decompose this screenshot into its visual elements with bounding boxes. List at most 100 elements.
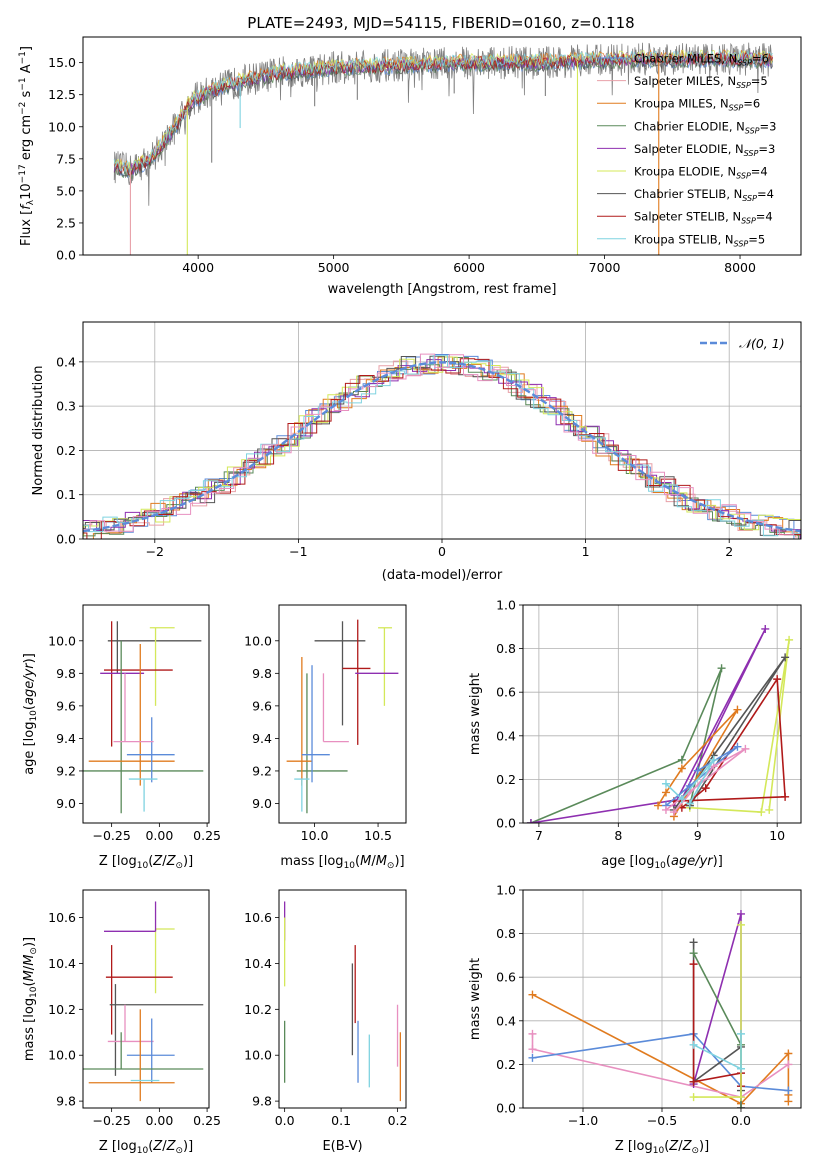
- legend-text: Chabrier STELIB, N: [634, 187, 742, 201]
- legend-label-kroupa_stelib: Kroupa STELIB, NSSP=5: [634, 232, 765, 248]
- legend-suffix: =5: [748, 232, 765, 246]
- weight-marker-chabrier_elodie: [677, 755, 686, 764]
- x-tick-label: 1: [582, 544, 590, 559]
- y-tick-label: 9.0: [56, 796, 76, 811]
- weight-marker-extra_pink: [528, 1045, 537, 1054]
- legend-text: Salpeter ELODIE, N: [634, 142, 744, 156]
- residuals-panel: −2 −1 0 1 2 0.0 0.1 0.2 0.3 0.4 𝒩(0, 1) (data-model…: [31, 321, 802, 583]
- weight-marker-chabrier_miles: [733, 742, 742, 751]
- axis-label-part: /: [22, 965, 37, 970]
- weight-line-kroupa_stelib: [665, 759, 715, 804]
- axis-label-part: Z [log: [99, 854, 137, 869]
- weight-marker-chabrier_elodie: [717, 664, 726, 673]
- mass-vs-ebv-panel: 0.0 0.1 0.2 9.8 10.0 10.2 10.4 10.6 E(B-V): [244, 889, 407, 1154]
- y-tick-label: 10.0: [48, 1048, 76, 1063]
- axis-label-part: age [log: [22, 722, 37, 775]
- weight-line-chabrier_elodie: [692, 952, 742, 1108]
- legend-label-kroupa_miles: Kroupa MILES, NSSP=6: [634, 97, 760, 113]
- legend-subscript: SSP: [736, 81, 751, 90]
- y-tick-label: 9.8: [56, 1094, 76, 1109]
- axis-label-part: (: [148, 854, 153, 869]
- axis-label-part: )]: [394, 854, 404, 869]
- x-tick-label: 10.5: [364, 828, 392, 843]
- axes-frame: [278, 604, 407, 824]
- x-tick-label: 10: [769, 828, 785, 843]
- legend-suffix: =4: [751, 165, 768, 179]
- y-tick-label: 7.5: [56, 151, 76, 166]
- weight-line-chabrier_miles: [532, 1033, 789, 1092]
- y-tick-label: 0.1: [56, 487, 76, 502]
- x-tick-label: 7000: [589, 260, 621, 275]
- x-tick-label: 2: [725, 544, 733, 559]
- axis-label-part: (: [22, 705, 37, 710]
- axis-label-part: M: [360, 854, 371, 869]
- legend-text: Kroupa STELIB, N: [634, 232, 734, 246]
- axis-label-part: /: [162, 1139, 167, 1154]
- weight-marker-chabrier_stelib: [781, 653, 790, 662]
- weight-marker-salpeter_elodie: [736, 909, 745, 918]
- legend-label-chabrier_stelib: Chabrier STELIB, NSSP=4: [634, 187, 774, 203]
- legend-suffix: =6: [752, 52, 769, 66]
- axis-label: mass [log10(M/M⊙)]: [280, 854, 404, 871]
- axis-label: Z [log10(Z/Z⊙)]: [99, 1139, 193, 1156]
- legend-subscript: SSP: [742, 194, 757, 203]
- axis-label-part: 10: [137, 861, 149, 871]
- axis-label-part: 10: [344, 861, 356, 871]
- axis-label-part: age/yr: [22, 662, 37, 705]
- weight-line-salpeter_stelib: [692, 964, 742, 1087]
- legend-subscript: SSP: [745, 126, 760, 135]
- axes-frame: [82, 889, 210, 1109]
- x-tick-label: 7: [535, 828, 543, 843]
- axis-label: Z [log10(Z/Z⊙)]: [615, 1139, 709, 1156]
- axes-frame: [278, 889, 407, 1109]
- axis-label-part: mass [log: [280, 854, 343, 869]
- y-tick-label: 0.4: [496, 728, 516, 743]
- x-tick-label: 0.00: [145, 1113, 173, 1128]
- y-tick-label: 10.2: [244, 1002, 272, 1017]
- spectrum-lines: [113, 42, 773, 255]
- weight-ylabel: mass weight: [468, 958, 483, 1040]
- y-tick-label: 9.6: [56, 698, 76, 713]
- y-tick-label: 10.4: [48, 956, 76, 971]
- weight-lines: [526, 624, 794, 823]
- axis-label-part: 10: [29, 986, 39, 998]
- legend-text: Kroupa MILES, N: [634, 97, 729, 111]
- weight-marker-extra_pink: [741, 744, 750, 753]
- x-tick-label: 0.1: [331, 1113, 351, 1128]
- y-tick-label: 10.2: [48, 1002, 76, 1017]
- y-tick-label: 0.8: [496, 641, 516, 656]
- axis-label-part: Z: [166, 1139, 177, 1154]
- weight-marker-chabrier_elodie: [736, 1104, 745, 1108]
- weight-marker-kroupa_miles: [654, 801, 663, 810]
- x-tick-label: 6000: [453, 260, 485, 275]
- histogram-kroupa_elodie: [83, 356, 801, 536]
- weight-marker-kroupa_miles: [733, 705, 742, 714]
- weight-marker-chabrier_stelib: [689, 938, 698, 947]
- weight-marker-kroupa_stelib: [685, 799, 694, 808]
- y-tick-label: 0.3: [56, 399, 76, 414]
- weight-marker-kroupa_stelib: [709, 755, 718, 764]
- weight-marker-kroupa_miles: [784, 1049, 793, 1058]
- y-tick-label: 10.0: [244, 1048, 272, 1063]
- axis-label-part: )]: [22, 937, 37, 947]
- weight-marker-kroupa_stelib: [689, 1040, 698, 1049]
- axis-label-part: M: [376, 854, 387, 869]
- legend-text: Chabrier ELODIE, N: [634, 119, 745, 133]
- axis-label-part: ⊙: [387, 861, 395, 871]
- legend-subscript: SSP: [734, 239, 749, 248]
- weight-marker-kroupa_stelib: [677, 795, 686, 804]
- y-tick-label: 0.6: [496, 970, 516, 985]
- axis-label-part: age/yr: [671, 854, 714, 869]
- x-tick-label: 0.0: [731, 1113, 751, 1128]
- figure-title: PLATE=2493, MJD=54115, FIBERID=0160, z=0…: [247, 14, 634, 32]
- axis-label-part: /: [162, 854, 167, 869]
- legend-subscript: SSP: [737, 59, 752, 68]
- axis-label-part: )]: [183, 1139, 193, 1154]
- mass-vs-z-panel: −0.25 0.00 0.259.810.010.210.410.6Z [log10…: [22, 889, 221, 1156]
- axis-label-part: E(B-V): [322, 1139, 362, 1154]
- legend-text: Kroupa ELODIE, N: [634, 165, 736, 179]
- y-tick-label: 9.8: [56, 666, 76, 681]
- y-tick-label: 9.8: [252, 1094, 272, 1109]
